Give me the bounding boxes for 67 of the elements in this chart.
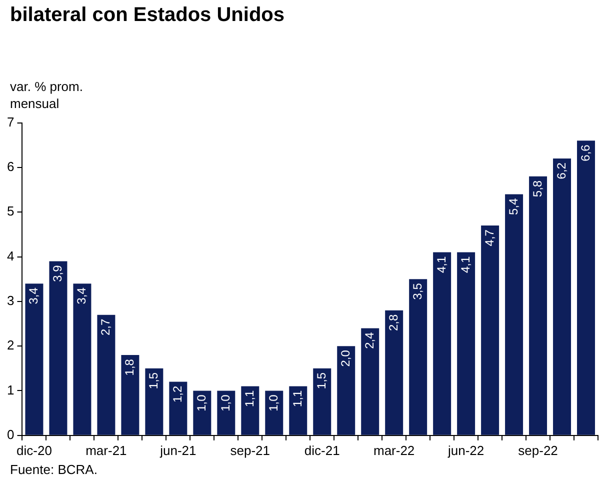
data-label: 1,5: [314, 372, 328, 390]
data-label: 1,2: [170, 385, 184, 402]
x-tick-label: sep-21: [230, 442, 270, 458]
bar: [25, 284, 44, 435]
y-tick-label: 4: [6, 248, 14, 264]
bar: [121, 355, 140, 435]
bar: [409, 279, 428, 435]
data-label: 3,5: [410, 282, 424, 300]
bar: [481, 226, 500, 435]
y-tick-label: 5: [6, 204, 14, 219]
bar: [49, 261, 68, 435]
bar: [313, 368, 332, 435]
data-label: 1,0: [218, 394, 232, 412]
data-label: 5,4: [506, 198, 520, 215]
bar: [529, 176, 548, 435]
data-label: 1,8: [122, 358, 136, 376]
bar: [73, 284, 92, 435]
data-label: 1,1: [290, 390, 304, 407]
x-tick-label: jun-21: [159, 442, 196, 458]
x-tick-label: mar-21: [86, 442, 127, 458]
y-tick-label: 6: [6, 159, 14, 174]
source-note: Fuente: BCRA.: [10, 462, 98, 477]
bar: [241, 386, 260, 435]
data-label: 1,0: [194, 394, 208, 412]
bar: [385, 310, 404, 435]
y-tick-label: 2: [6, 338, 14, 353]
x-tick-label: mar-22: [373, 442, 415, 458]
y-tick-label: 3: [6, 293, 14, 308]
bar: [553, 158, 572, 435]
bar: [457, 252, 476, 435]
data-label: 5,8: [530, 180, 544, 198]
bar: [145, 368, 164, 435]
data-label: 2,7: [98, 318, 113, 336]
bar: [169, 382, 188, 435]
bar: [361, 328, 380, 435]
data-label: 4,7: [482, 229, 496, 246]
x-tick-label: jun-22: [446, 442, 484, 458]
y-axis-title: var. % prom. mensual: [10, 78, 84, 112]
y-tick-label: 1: [6, 382, 14, 398]
data-label: 2,8: [386, 314, 400, 332]
x-tick-label: dic-21: [304, 442, 340, 458]
bar: [217, 390, 236, 435]
data-label: 3,9: [50, 264, 65, 282]
x-tick-label: sep-22: [518, 442, 558, 458]
bar: [505, 194, 524, 435]
x-tick-label: dic-20: [16, 442, 52, 458]
data-label: 6,6: [578, 144, 592, 162]
data-label: 3,4: [74, 287, 89, 304]
chart-title: bilateral con Estados Unidos: [10, 4, 285, 27]
bar: [337, 346, 356, 435]
data-label: 1,1: [242, 390, 256, 407]
data-label: 2,0: [338, 350, 352, 367]
data-label: 1,5: [146, 372, 160, 390]
data-label: 4,1: [434, 256, 448, 273]
data-label: 6,2: [554, 162, 568, 180]
bar: [289, 386, 308, 435]
bar: [265, 390, 284, 435]
data-label: 1,0: [266, 394, 280, 412]
bar: [433, 252, 452, 435]
data-label: 4,1: [458, 256, 472, 273]
bar: [97, 314, 116, 435]
data-label: 3,4: [26, 287, 41, 304]
bar: [193, 390, 212, 435]
y-tick-label: 7: [6, 114, 14, 130]
y-tick-label: 0: [6, 426, 14, 442]
bar: [577, 140, 595, 435]
data-label: 2,4: [362, 332, 376, 349]
